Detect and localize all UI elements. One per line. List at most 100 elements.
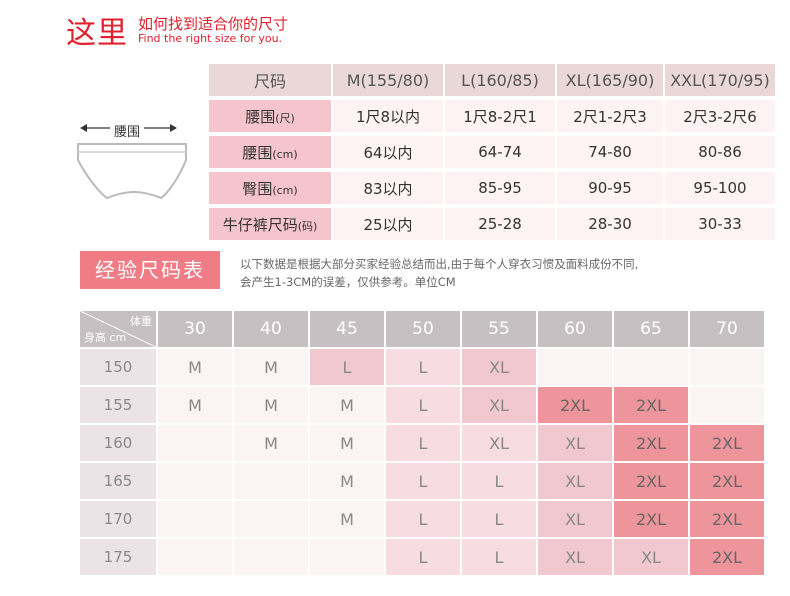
height-row-label: 155 [80,387,156,423]
table-cell: 85-95 [445,172,555,204]
size-cell [234,539,308,575]
table-row: 臀围(cm) 83以内 85-95 90-95 95-100 [209,172,775,204]
size-cell: XL [462,387,536,423]
table-row: 腰围(尺) 1尺8以内 1尺8-2尺1 2尺1-2尺3 2尺3-2尺6 [209,100,775,132]
size-cell: L [310,349,384,385]
note-line: 会产生1-3CM的误差，仅供参考。单位CM [240,275,456,289]
size-cell: L [462,463,536,499]
row-label: 腰围(尺) [209,100,331,132]
size-cell: XL [538,539,612,575]
table-cell: 1尺8-2尺1 [445,100,555,132]
row-label: 腰围(cm) [209,136,331,168]
waist-label: 腰围 [114,125,141,140]
size-cell: XL [538,501,612,537]
corner-weight-label: 体重 [130,315,152,328]
size-cell [538,349,612,385]
size-cell: L [386,501,460,537]
size-cell: 2XL [614,425,688,461]
size-cell: L [386,539,460,575]
size-cell: M [158,387,232,423]
waist-measure-arrow-icon [80,124,177,132]
table-cell: 83以内 [333,172,443,204]
size-cell: M [310,425,384,461]
height-row-label: 160 [80,425,156,461]
size-cell: L [386,349,460,385]
table-row: 腰围(cm) 64以内 64-74 74-80 80-86 [209,136,775,168]
size-cell: XL [538,425,612,461]
size-cell: 2XL [690,425,764,461]
size-cell [158,539,232,575]
weight-header-cell: 55 [462,311,536,347]
experience-note: 以下数据是根据大部分买家经验总结而出,由于每个人穿衣习惯及面料成份不同, 会产生… [240,255,760,291]
size-cell: L [386,463,460,499]
size-table-header: 尺码 M(155/80) L(160/85) XL(165/90) XXL(17… [209,64,775,96]
size-cell: L [462,539,536,575]
table-cell: 80-86 [665,136,775,168]
size-header-cell: XXL(170/95) [665,64,775,96]
size-header-cell: M(155/80) [333,64,443,96]
size-cell [158,501,232,537]
size-header-cell: 尺码 [209,64,331,96]
size-cell: M [310,501,384,537]
table-cell: 25以内 [333,208,443,240]
size-cell: M [158,349,232,385]
table-cell: 28-30 [557,208,663,240]
weight-header-cell: 50 [386,311,460,347]
size-cell: M [234,349,308,385]
size-cell: M [234,387,308,423]
size-cell: M [310,387,384,423]
page-title: 这里 [66,16,128,51]
size-cell: L [462,501,536,537]
size-cell [234,501,308,537]
page-subtitle-en: Find the right size for you. [138,32,283,45]
size-cell: 2XL [690,463,764,499]
size-cell [234,463,308,499]
row-label: 牛仔裤尺码(码) [209,208,331,240]
size-cell [158,425,232,461]
size-cell [690,349,764,385]
note-line: 以下数据是根据大部分买家经验总结而出,由于每个人穿衣习惯及面料成份不同, [240,257,639,271]
size-cell: XL [614,539,688,575]
size-cell [158,463,232,499]
size-table: 尺码 M(155/80) L(160/85) XL(165/90) XXL(17… [207,60,777,244]
table-cell: 64-74 [445,136,555,168]
size-cell [614,349,688,385]
size-cell: M [310,463,384,499]
size-cell: 2XL [690,501,764,537]
height-row-label: 170 [80,501,156,537]
weight-header-cell: 65 [614,311,688,347]
table-cell: 95-100 [665,172,775,204]
table-cell: 90-95 [557,172,663,204]
row-label: 臀围(cm) [209,172,331,204]
height-row-label: 165 [80,463,156,499]
page-subtitle-cn: 如何找到适合你的尺寸 [138,15,289,33]
size-cell: M [234,425,308,461]
size-cell: 2XL [538,387,612,423]
size-cell: 2XL [614,463,688,499]
table-cell: 2尺3-2尺6 [665,100,775,132]
size-cell: XL [462,349,536,385]
table-cell: 2尺1-2尺3 [557,100,663,132]
size-cell: 2XL [614,501,688,537]
size-header-cell: XL(165/90) [557,64,663,96]
height-row-label: 175 [80,539,156,575]
table-row: 牛仔裤尺码(码) 25以内 25-28 28-30 30-33 [209,208,775,240]
size-cell: L [386,425,460,461]
grid-corner: 体重 身高 cm [80,311,156,347]
height-row-label: 150 [80,349,156,385]
table-cell: 30-33 [665,208,775,240]
weight-header-cell: 60 [538,311,612,347]
underwear-illustration-icon [77,143,187,200]
table-cell: 64以内 [333,136,443,168]
size-header-cell: L(160/85) [445,64,555,96]
experience-grid: 体重 身高 cm 30 40 45 50 55 60 65 70 150 M M L L XL 155 M M M… [80,311,764,575]
weight-header-cell: 45 [310,311,384,347]
weight-header-cell: 30 [158,311,232,347]
size-cell: 2XL [614,387,688,423]
table-cell: 74-80 [557,136,663,168]
size-cell: XL [462,425,536,461]
experience-section-title: 经验尺码表 [80,251,220,289]
size-cell: 2XL [690,539,764,575]
table-cell: 1尺8以内 [333,100,443,132]
corner-height-label: 身高 cm [84,331,127,344]
